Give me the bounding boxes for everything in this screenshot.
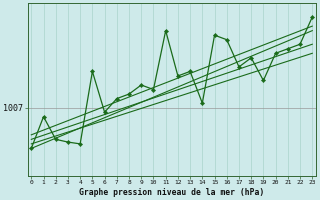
X-axis label: Graphe pression niveau de la mer (hPa): Graphe pression niveau de la mer (hPa): [79, 188, 264, 197]
